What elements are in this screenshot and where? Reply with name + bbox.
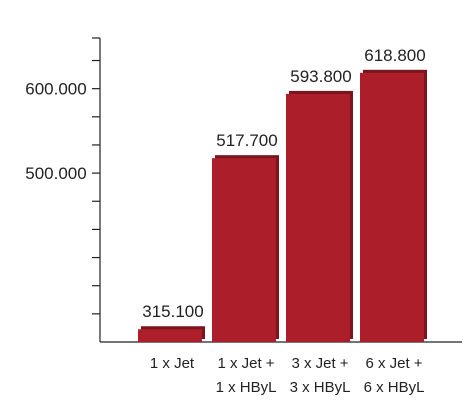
bar <box>138 329 202 342</box>
x-category-label: 1 x HByL <box>216 379 277 396</box>
bar-value-label: 315.100 <box>142 302 203 321</box>
bar <box>212 158 276 342</box>
chart-labels: 315.100 1 x Jet 517.700 1 x Jet + 1 x HByL 59… <box>142 46 425 396</box>
chart-bars <box>138 69 427 343</box>
bar-value-label: 517.700 <box>216 131 277 150</box>
bar <box>360 72 424 343</box>
x-category-label: 6 x Jet + <box>365 355 422 372</box>
x-category-label: 1 x Jet + <box>217 355 274 372</box>
bar <box>286 93 350 342</box>
bar-value-label: 593.800 <box>290 67 351 86</box>
y-tick-label: 600.000 <box>25 80 86 99</box>
x-category-label: 3 x HByL <box>290 379 351 396</box>
x-category-label: 1 x Jet <box>150 355 195 372</box>
x-category-label: 3 x Jet + <box>291 355 348 372</box>
y-tick-label: 500.000 <box>25 164 86 183</box>
x-category-label: 6 x HByL <box>364 379 425 396</box>
bar-value-label: 618.800 <box>364 46 425 65</box>
